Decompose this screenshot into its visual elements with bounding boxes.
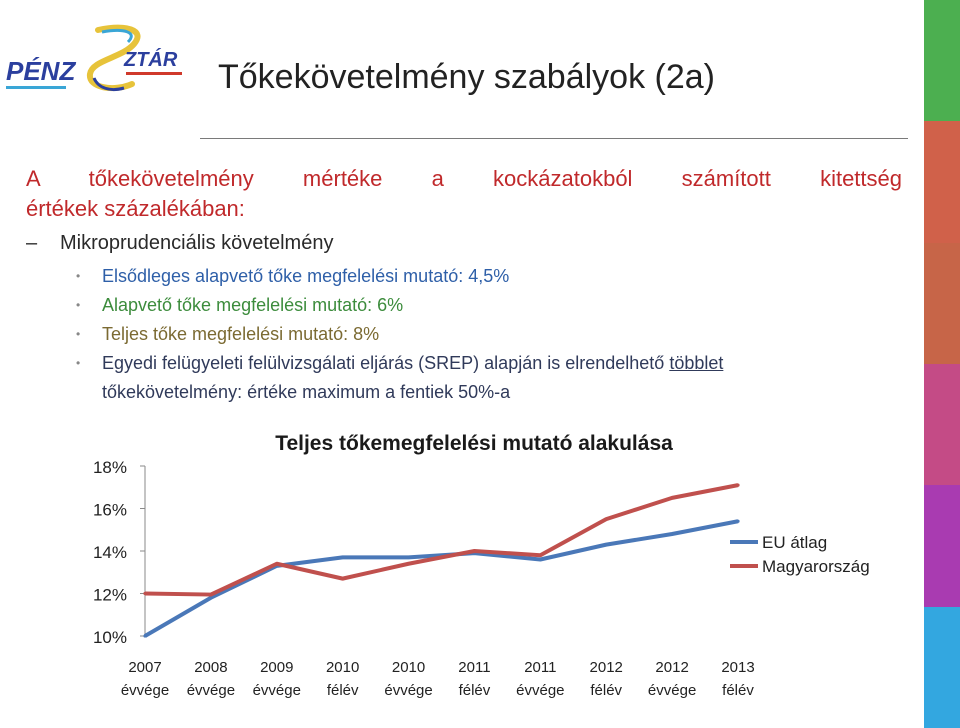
- color-stripe: [924, 606, 960, 728]
- series-line-hu: [144, 483, 739, 597]
- heading-line-1: A tőkekövetelmény mértéke a kockázatokbó…: [26, 166, 902, 191]
- srep-text-line-2: tőkekövetelmény: értéke maximum a fentie…: [102, 382, 511, 402]
- data-point: [472, 549, 477, 553]
- data-point: [209, 596, 213, 600]
- list-item-srep: • Egyedi felügyeleti felülvizsgálati elj…: [70, 349, 870, 407]
- bullet-icon: •: [76, 298, 81, 312]
- x-tick-label-year: 2009: [260, 659, 293, 676]
- color-stripe: [924, 242, 960, 364]
- y-tick-label: 18%: [93, 458, 127, 477]
- x-tick-label-period: félév: [327, 682, 359, 699]
- color-stripe: [924, 485, 960, 607]
- data-point: [736, 519, 740, 523]
- data-point: [406, 555, 411, 559]
- data-point: [341, 577, 345, 581]
- x-tick-label-period: évvége: [648, 682, 696, 699]
- data-point: [538, 553, 542, 557]
- bullet-icon: •: [76, 269, 81, 283]
- data-point: [341, 555, 345, 559]
- list-item: • Elsődleges alapvető tőke megfelelési m…: [70, 262, 870, 291]
- series-line-eu: [143, 519, 739, 638]
- sub-item-label: Mikroprudenciális követelmény: [60, 232, 334, 254]
- penzsztar-logo: PÉNZ ZTÁR: [6, 24, 182, 92]
- x-tick-label-period: évvége: [187, 682, 235, 699]
- x-tick-label-period: évvége: [516, 682, 564, 699]
- list-item-text: Elsődleges alapvető tőke megfelelési mut…: [102, 266, 510, 286]
- list-item-text: Teljes tőke megfelelési mutató: 8%: [102, 324, 380, 344]
- x-tick-label-period: félév: [590, 682, 622, 699]
- color-stripe: [924, 121, 960, 243]
- x-tick-label-year: 2010: [326, 659, 359, 676]
- sub-item: – Mikroprudenciális követelmény: [26, 232, 333, 255]
- capital-ratio-chart: Teljes tőkemegfelelési mutató alakulása 1…: [93, 432, 870, 699]
- color-stripe: [924, 363, 960, 486]
- x-tick-label-period: évvége: [253, 682, 301, 699]
- y-tick-label: 10%: [93, 628, 127, 647]
- requirement-list: • Elsődleges alapvető tőke megfelelési m…: [70, 262, 870, 407]
- bullet-icon: •: [76, 327, 81, 341]
- heading-line-2: értékek százalékában:: [26, 196, 245, 221]
- data-point: [209, 592, 213, 597]
- logo-text-right: ZTÁR: [123, 48, 178, 71]
- x-tick-label-year: 2013: [721, 659, 754, 676]
- x-tick-label-period: évvége: [384, 682, 432, 699]
- srep-text-underlined: többlet: [669, 353, 724, 373]
- data-point: [604, 517, 608, 521]
- x-tick-label-period: félév: [722, 682, 754, 699]
- color-stripe: [924, 0, 960, 122]
- y-tick-label: 16%: [93, 501, 127, 520]
- legend-label: Magyarország: [762, 557, 870, 576]
- list-item: • Teljes tőke megfelelési mutató: 8%: [70, 320, 870, 349]
- x-tick-label-year: 2011: [524, 659, 556, 676]
- list-item-text: Alapvető tőke megfelelési mutató: 6%: [102, 295, 404, 315]
- x-tick-label-year: 2010: [392, 659, 425, 676]
- logo-text-left: PÉNZ: [6, 56, 76, 86]
- chart-title: Teljes tőkemegfelelési mutató alakulása: [275, 432, 673, 455]
- list-item: • Alapvető tőke megfelelési mutató: 6%: [70, 291, 870, 320]
- x-tick-label-year: 2007: [128, 659, 161, 676]
- x-tick-label-year: 2008: [194, 659, 227, 676]
- dash-marker: –: [26, 232, 38, 254]
- data-point: [406, 562, 411, 566]
- data-point: [538, 557, 542, 562]
- data-point: [670, 496, 674, 500]
- section-heading: A tőkekövetelmény mértéke a kockázatokbó…: [26, 164, 902, 224]
- x-tick-label-year: 2012: [590, 659, 623, 676]
- data-point: [143, 591, 147, 596]
- title-divider: [200, 138, 908, 139]
- y-tick-label: 12%: [93, 586, 127, 605]
- legend-label: EU átlag: [762, 533, 827, 552]
- x-tick-label-period: félév: [459, 682, 491, 699]
- data-point: [670, 532, 674, 536]
- bullet-icon: •: [76, 356, 81, 370]
- slide-title: Tőkekövetelmény szabályok (2a): [218, 58, 716, 96]
- data-point: [275, 562, 279, 566]
- x-tick-label-year: 2011: [458, 659, 490, 676]
- data-point: [604, 543, 608, 547]
- data-point: [143, 634, 147, 638]
- x-tick-label-period: évvége: [121, 682, 169, 699]
- srep-text-a: Egyedi felügyeleti felülvizsgálati eljár…: [102, 353, 670, 373]
- data-point: [736, 483, 740, 487]
- side-color-stripes: [924, 0, 960, 728]
- y-tick-label: 14%: [93, 543, 127, 562]
- x-tick-label-year: 2012: [655, 659, 688, 676]
